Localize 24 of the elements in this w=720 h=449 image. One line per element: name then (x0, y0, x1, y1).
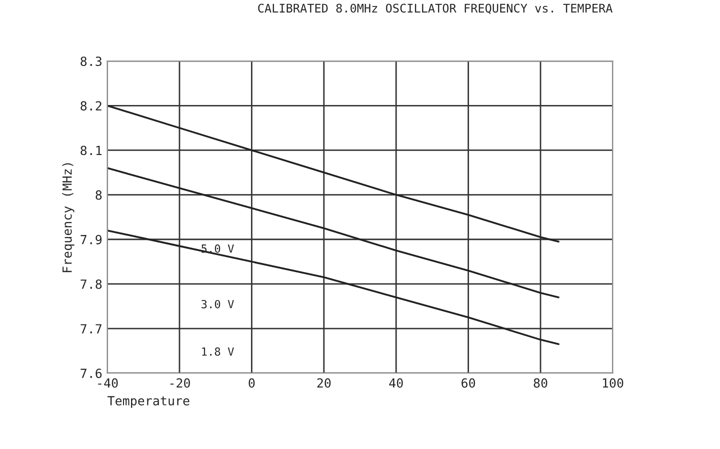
x-tick-label: 60 (462, 378, 476, 388)
y-axis-title: Frequency (MHz) (62, 163, 74, 272)
x-tick-label: 0 (248, 378, 255, 388)
x-tick-label: -20 (170, 378, 190, 388)
x-axis-title: Temperature (108, 396, 190, 408)
y-tick-label: 8 (96, 190, 102, 200)
y-tick-label: 8.1 (80, 146, 102, 156)
y-tick-label: 7.7 (80, 324, 102, 334)
y-tick-label: 7.9 (80, 234, 102, 244)
y-tick-label: 8.3 (80, 56, 102, 66)
x-tick-label: 100 (602, 378, 624, 388)
chart-title: CALIBRATED 8.0MHz OSCILLATOR FREQUENCY vs. TEMPERA (258, 4, 613, 14)
annotation: 3.0 V (202, 300, 234, 308)
x-tick-label: 40 (389, 378, 403, 388)
x-tick-label: 20 (317, 378, 331, 388)
line-series (107, 167, 560, 298)
x-tick-label: -40 (98, 378, 118, 388)
y-tick-label: 7.8 (80, 279, 102, 289)
x-tick-label: 80 (534, 378, 548, 388)
y-tick-label: 7.6 (80, 368, 102, 378)
line-series (107, 104, 560, 243)
y-tick-label: 8.2 (80, 101, 102, 111)
line-series (107, 230, 560, 346)
annotation: 1.8 V (202, 347, 234, 356)
